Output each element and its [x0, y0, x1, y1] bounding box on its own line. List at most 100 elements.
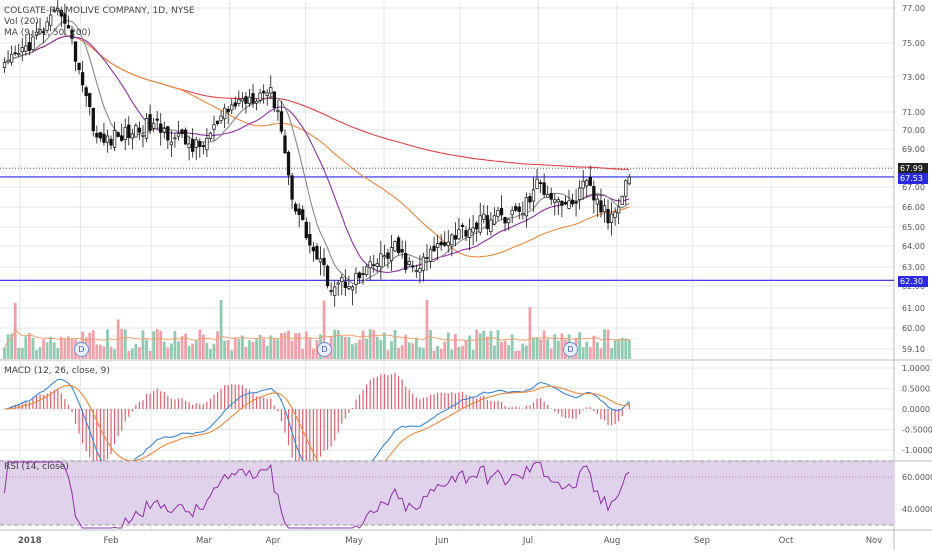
candle-body	[415, 270, 418, 271]
macd-hist-bar	[444, 393, 445, 409]
volume-bar	[447, 333, 450, 359]
candle-body	[443, 243, 446, 246]
macd-hist-bar	[348, 409, 349, 413]
macd-hist-bar	[380, 374, 381, 409]
macd-hist-bar	[164, 392, 165, 409]
candle-body	[522, 214, 525, 215]
candle-body	[497, 210, 500, 216]
volume-bar	[355, 343, 358, 359]
dividend-marker[interactable]: D	[317, 342, 332, 357]
candle-body	[312, 247, 315, 251]
candle-body	[92, 108, 95, 130]
candle-body	[135, 126, 138, 138]
rsi-tick-label: 40.0000	[902, 505, 932, 514]
candle-body	[514, 206, 517, 210]
volume-bar	[273, 339, 276, 359]
candle-body	[238, 99, 241, 103]
candle-body	[220, 116, 223, 120]
macd-hist-bar	[309, 409, 310, 469]
volume-bar	[60, 337, 63, 359]
macd-hist-bar	[476, 398, 477, 409]
dividend-marker[interactable]: D	[74, 342, 89, 357]
candle-body	[419, 269, 422, 272]
macd-hist-bar	[405, 387, 406, 409]
volume-bar	[262, 339, 265, 359]
volume-bar	[138, 347, 141, 359]
macd-hist-bar	[586, 407, 587, 409]
candle-body	[582, 181, 585, 188]
macd-hist-bar	[39, 394, 40, 409]
macd-hist-bar	[78, 409, 79, 434]
candle-body	[213, 125, 216, 130]
candle-body	[564, 202, 567, 204]
candle-body	[202, 146, 205, 147]
volume-bar	[337, 330, 340, 359]
macd-hist-bar	[199, 404, 200, 409]
price-tick-label: 71.00	[902, 108, 925, 117]
candle-body	[198, 142, 201, 147]
volume-bar	[482, 331, 485, 359]
candle-body	[138, 128, 141, 132]
volume-bar	[191, 344, 194, 359]
macd-hist-bar	[536, 399, 537, 409]
macd-hist-bar	[529, 405, 530, 409]
macd-hist-bar	[526, 406, 527, 409]
macd-hist-bar	[398, 376, 399, 409]
candle-body	[124, 127, 127, 139]
macd-hist-bar	[185, 401, 186, 409]
volume-bar	[497, 330, 500, 359]
candle-body	[610, 214, 613, 223]
candle-body	[557, 200, 560, 202]
dividend-marker[interactable]: D	[563, 342, 578, 357]
candle-body	[380, 254, 383, 267]
volume-bar	[543, 331, 546, 359]
volume-bar	[408, 342, 411, 359]
volume-bar	[454, 334, 457, 359]
macd-hist-bar	[142, 400, 143, 409]
candle-body	[230, 105, 233, 110]
macd-hist-bar	[260, 396, 261, 409]
volume-bar	[305, 331, 308, 359]
macd-hist-bar	[210, 399, 211, 409]
candle-body	[195, 140, 198, 148]
macd-hist-bar	[490, 401, 491, 409]
price-tick-label: 66.00	[902, 203, 925, 212]
candle-body	[607, 209, 610, 223]
volume-bar	[209, 349, 212, 359]
candle-body	[167, 127, 170, 140]
volume-bar	[387, 350, 390, 359]
candle-body	[571, 200, 574, 204]
candle-body	[422, 257, 425, 270]
candle-body	[319, 259, 322, 262]
volume-bar	[131, 349, 134, 359]
x-tick-label: May	[345, 536, 363, 546]
candle-body	[127, 125, 130, 138]
candle-body	[277, 110, 280, 111]
volume-bar	[188, 346, 191, 359]
candle-body	[539, 183, 542, 184]
macd-hist-bar	[504, 406, 505, 409]
macd-hist-bar	[146, 394, 147, 409]
macd-hist-bar	[593, 409, 594, 411]
volume-bar	[88, 333, 91, 359]
candle-body	[621, 196, 624, 204]
volume-bar	[42, 339, 45, 359]
volume-bar	[404, 335, 407, 359]
volume-bar	[607, 330, 610, 359]
candle-body	[433, 246, 436, 251]
candle-body	[117, 133, 120, 137]
candle-body	[589, 177, 592, 185]
macd-hist-bar	[384, 374, 385, 409]
candle-body	[617, 207, 620, 213]
candle-body	[280, 112, 283, 132]
volume-bar	[245, 347, 248, 359]
volume-bar	[7, 334, 10, 359]
volume-bar	[518, 351, 521, 359]
volume-bar	[578, 332, 581, 359]
candle-body	[344, 282, 347, 288]
x-tick-label: Jun	[434, 536, 448, 546]
volume-bar	[468, 335, 471, 359]
candle-body	[323, 258, 326, 265]
candle-body	[358, 273, 361, 278]
volume-bar	[600, 348, 603, 359]
